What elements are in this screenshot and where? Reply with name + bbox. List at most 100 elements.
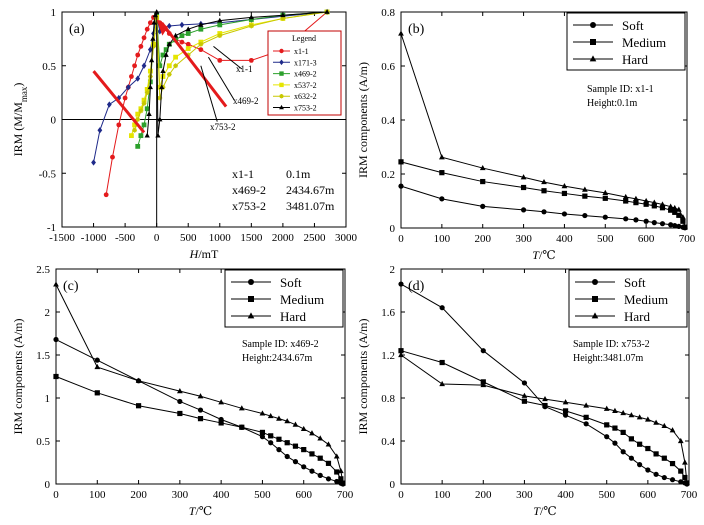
legend-marker xyxy=(279,94,284,99)
data-point xyxy=(157,63,163,69)
data-point xyxy=(583,421,589,427)
data-point xyxy=(151,19,157,25)
data-point xyxy=(562,399,569,405)
data-point xyxy=(602,189,609,195)
data-point xyxy=(217,17,223,23)
data-point xyxy=(218,399,225,405)
data-point xyxy=(334,469,340,475)
data-point xyxy=(138,133,144,139)
y-tick-label: 0 xyxy=(390,479,396,491)
data-point xyxy=(325,441,332,447)
data-point xyxy=(284,418,291,424)
legend-marker xyxy=(279,82,284,88)
data-point xyxy=(185,26,191,32)
data-point xyxy=(132,127,137,133)
legend-marker xyxy=(592,296,598,302)
series-hard xyxy=(398,351,690,486)
data-point xyxy=(633,195,639,201)
data-point xyxy=(53,336,59,343)
data-point xyxy=(292,443,299,449)
legend-title: Legend xyxy=(292,34,316,43)
data-point xyxy=(135,117,141,122)
info-sample: x753-2 xyxy=(232,199,266,213)
y-tick-label: 0 xyxy=(51,115,57,127)
series-soft xyxy=(398,183,688,231)
data-point xyxy=(317,455,323,461)
data-point xyxy=(678,479,684,485)
sample-id-text: Sample ID: x1-1 xyxy=(587,84,654,95)
data-point xyxy=(561,183,568,189)
data-point xyxy=(583,402,590,408)
info-height: 0.1m xyxy=(286,167,311,181)
x-tick-label: 0 xyxy=(398,233,404,245)
data-point xyxy=(166,63,172,69)
data-point xyxy=(659,201,666,207)
x-tick-label: 500 xyxy=(180,232,197,244)
data-point xyxy=(292,421,299,427)
data-point xyxy=(612,440,618,446)
x-axis-label-unit: /℃ xyxy=(539,248,556,262)
data-point xyxy=(198,41,204,47)
data-point xyxy=(309,468,315,474)
data-point xyxy=(541,178,547,185)
data-point xyxy=(562,408,569,414)
data-point xyxy=(150,35,156,41)
x-tick-label: 0 xyxy=(53,489,59,501)
y-tick-label: 2.5 xyxy=(36,264,50,276)
series-medium xyxy=(398,159,688,230)
x-tick-label: 300 xyxy=(515,233,532,245)
panel-label: (a) xyxy=(69,22,85,37)
data-point xyxy=(521,398,528,404)
data-point xyxy=(198,47,204,53)
data-point xyxy=(248,57,254,63)
data-point xyxy=(147,68,153,74)
data-point xyxy=(267,412,274,419)
panel-0: -1500 -1000 -500 0 500 1000 1500 2000 2500 3000 -1… xyxy=(11,7,358,261)
data-point xyxy=(284,453,290,460)
y-axis-label: IRM components (A/m) xyxy=(356,319,370,435)
series-x753-2 xyxy=(144,9,330,138)
legend-label: Soft xyxy=(624,275,646,290)
data-point xyxy=(439,359,445,366)
y-tick-label: 0.8 xyxy=(381,393,395,405)
legend-marker xyxy=(590,39,596,45)
data-point xyxy=(141,100,147,106)
y-tick-label: 0.5 xyxy=(36,436,50,448)
data-point xyxy=(147,74,153,79)
data-point xyxy=(603,405,610,411)
data-point xyxy=(582,193,588,199)
data-point xyxy=(197,393,204,399)
data-point xyxy=(480,203,486,209)
data-point xyxy=(334,478,340,485)
data-point xyxy=(138,108,144,114)
data-point xyxy=(259,434,266,440)
y-tick-label: 1.2 xyxy=(381,350,395,362)
data-point xyxy=(676,212,682,218)
annotation-arrow xyxy=(200,65,218,122)
data-point xyxy=(622,193,629,200)
data-point xyxy=(680,214,686,220)
data-point xyxy=(661,474,667,481)
data-point xyxy=(177,398,183,405)
data-point xyxy=(398,30,404,36)
data-point xyxy=(604,422,610,428)
height-text: Height:0.1m xyxy=(587,98,637,109)
data-point xyxy=(110,154,115,160)
data-point xyxy=(633,217,639,223)
y-tick-label: 1 xyxy=(51,7,57,19)
data-point xyxy=(479,164,486,171)
data-point xyxy=(53,281,59,287)
x-tick-label: 200 xyxy=(475,489,492,501)
annotation-label: x469-2 xyxy=(233,96,259,106)
data-point xyxy=(280,12,286,18)
y-axis-label: IRM components (A/m) xyxy=(11,319,25,435)
plot-frame xyxy=(400,268,690,485)
data-point xyxy=(480,381,487,388)
data-point xyxy=(135,377,142,383)
data-point xyxy=(677,437,684,444)
data-point xyxy=(163,47,169,53)
y-tick-label: 0.5 xyxy=(42,61,56,73)
data-point xyxy=(217,22,223,28)
data-point xyxy=(53,373,59,380)
